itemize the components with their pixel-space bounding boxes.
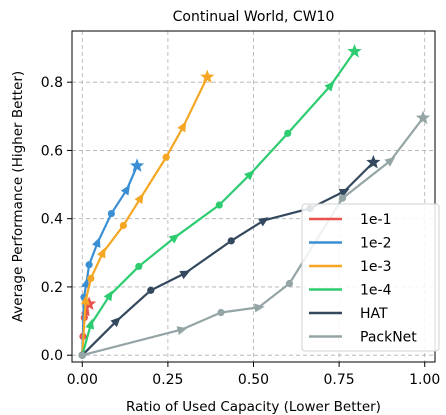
x-axis-title: Ratio of Used Capacity (Lower Better) <box>126 399 381 415</box>
end-point-star <box>129 158 145 172</box>
direction-arrow <box>134 193 144 204</box>
x-tick-label: 1.00 <box>409 372 440 388</box>
legend-label: 1e-2 <box>360 236 391 252</box>
direction-arrow <box>80 294 90 305</box>
end-point-star <box>415 110 431 125</box>
direction-arrow <box>103 290 113 302</box>
direction-arrow <box>110 316 121 328</box>
end-point-star <box>347 43 362 58</box>
y-tick-label: 0.6 <box>41 143 63 159</box>
data-point <box>147 286 155 294</box>
direction-arrow <box>92 236 101 248</box>
data-point <box>285 279 294 288</box>
series-layer <box>78 43 431 359</box>
end-point-star <box>366 154 381 169</box>
direction-arrow <box>324 81 335 92</box>
data-point <box>107 209 115 218</box>
direction-arrow <box>179 270 191 280</box>
data-point <box>119 221 127 230</box>
data-point <box>87 274 95 282</box>
data-point <box>135 262 143 271</box>
series-line-1e-3 <box>81 75 209 357</box>
direction-arrow <box>168 233 180 244</box>
y-axis-title: Average Performance (Higher Better) <box>10 71 26 322</box>
x-tick-label: 0.00 <box>67 372 98 388</box>
data-point <box>162 153 170 161</box>
data-point <box>284 129 292 137</box>
data-point <box>217 308 225 317</box>
series-line-1e-4 <box>81 50 356 357</box>
data-point <box>85 261 93 269</box>
direction-arrow <box>177 121 187 133</box>
data-point <box>78 351 86 359</box>
series-packnet <box>78 110 431 359</box>
series-1e-2 <box>78 158 145 359</box>
legend-label: 1e-3 <box>360 259 391 275</box>
legend-label: HAT <box>360 306 388 322</box>
direction-arrow <box>257 217 269 227</box>
legend-label: PackNet <box>360 330 417 346</box>
y-tick-label: 0.4 <box>41 212 63 228</box>
direction-arrow <box>176 326 188 335</box>
direction-arrow <box>120 184 131 196</box>
legend: 1e-1 1e-2 1e-3 1e-4 HAT PackNet <box>301 203 440 352</box>
series-1e-4 <box>78 43 362 359</box>
data-point <box>338 194 347 202</box>
data-point <box>215 201 223 209</box>
direction-arrow <box>254 303 265 313</box>
direction-arrow <box>244 170 255 181</box>
direction-arrow <box>384 156 396 167</box>
chart-title: Continual World, CW10 <box>173 9 335 25</box>
legend-label: 1e-4 <box>360 283 392 299</box>
direction-arrow <box>85 318 95 330</box>
ticks: 0.00 0.25 0.50 0.75 1.00 0.0 0.2 0.4 0.6 0.8 <box>41 75 441 388</box>
x-tick-label: 0.25 <box>152 372 183 388</box>
x-tick-label: 0.50 <box>238 372 269 388</box>
y-tick-label: 0.8 <box>41 75 63 91</box>
legend-box <box>301 203 440 352</box>
end-point-star <box>200 69 215 84</box>
direction-arrow <box>338 188 350 198</box>
x-tick-label: 0.75 <box>324 372 355 388</box>
series-1e-3 <box>78 69 215 359</box>
y-tick-label: 0.2 <box>41 280 63 296</box>
data-point <box>227 237 235 245</box>
direction-arrow <box>97 247 106 259</box>
y-tick-label: 0.0 <box>41 348 63 364</box>
series-line-packnet <box>81 116 425 357</box>
legend-label: 1e-1 <box>360 212 391 228</box>
